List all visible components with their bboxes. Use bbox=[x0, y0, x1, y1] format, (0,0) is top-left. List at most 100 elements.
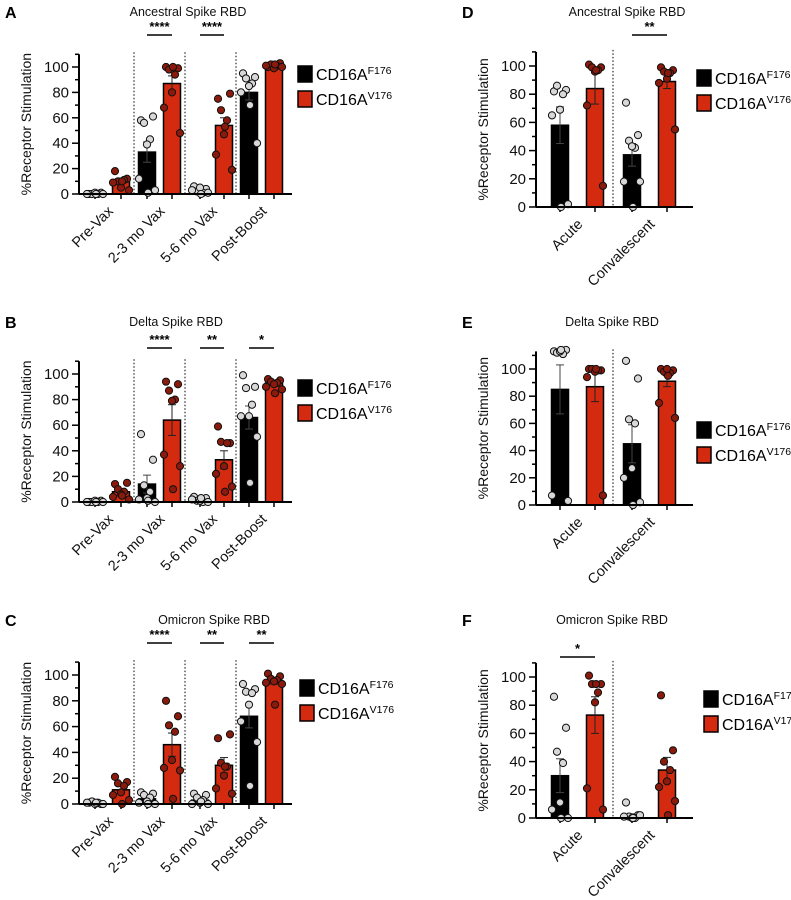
data-point bbox=[598, 181, 608, 190]
data-point bbox=[241, 74, 251, 83]
data-point bbox=[175, 128, 185, 138]
chart-title: Ancestral Spike RBD bbox=[130, 5, 247, 19]
significance-label: ** bbox=[644, 19, 655, 34]
legend-label-base: CD16A bbox=[316, 92, 368, 109]
data-point bbox=[238, 679, 248, 689]
data-point bbox=[159, 103, 169, 112]
panel-c: C Omicron Spike RBD 0 20 40 60 80 100 %Receptor … bbox=[5, 613, 394, 877]
data-point bbox=[145, 487, 155, 496]
bar bbox=[657, 80, 677, 208]
y-tick-label: 80 bbox=[52, 392, 69, 409]
legend-label-base: CD16A bbox=[316, 406, 368, 423]
panel-letter: A bbox=[5, 5, 17, 22]
data-point bbox=[213, 734, 223, 743]
data-point bbox=[167, 88, 177, 97]
legend-swatch bbox=[299, 679, 315, 697]
data-point bbox=[211, 469, 221, 478]
legend-swatch bbox=[297, 379, 313, 397]
data-point bbox=[654, 78, 664, 88]
legend-label-base: CD16A bbox=[722, 692, 774, 709]
y-axis-label: %Receptor Stimulation bbox=[18, 360, 34, 502]
legend-label-base: CD16A bbox=[715, 423, 767, 440]
legend-label: CD16AF176 bbox=[316, 379, 392, 398]
y-tick-label: 40 bbox=[52, 135, 69, 152]
chart-title: Delta Spike RBD bbox=[129, 315, 223, 329]
y-tick-label: 0 bbox=[61, 796, 69, 813]
panel-f: F Omicron Spike RBD 0 20 40 60 80 100 %Receptor … bbox=[462, 613, 791, 900]
legend-swatch bbox=[696, 94, 712, 112]
data-point bbox=[659, 757, 669, 766]
legend-label: CD16AV176 bbox=[715, 94, 791, 113]
data-point bbox=[269, 380, 279, 389]
data-point bbox=[216, 106, 226, 115]
data-point bbox=[598, 805, 608, 814]
x-tick-label: Pre-Vax bbox=[69, 203, 117, 251]
data-point bbox=[591, 66, 601, 75]
legend-item: CD16AF176 bbox=[297, 65, 392, 84]
y-tick-label: 60 bbox=[52, 110, 69, 127]
data-point bbox=[563, 496, 573, 506]
data-point bbox=[662, 777, 672, 786]
data-point bbox=[665, 765, 675, 775]
data-point bbox=[668, 746, 678, 755]
bar bbox=[162, 82, 182, 195]
x-tick-label: Pre-Vax bbox=[69, 813, 117, 861]
data-point bbox=[591, 679, 601, 689]
legend-label: CD16AF176 bbox=[316, 65, 392, 84]
data-point bbox=[168, 485, 178, 494]
legend-label: CD16AV176 bbox=[316, 404, 392, 423]
data-point bbox=[148, 455, 158, 464]
legend-item: CD16AF176 bbox=[703, 690, 791, 709]
x-tick-label: Convalescent bbox=[585, 217, 658, 290]
data-point bbox=[252, 432, 262, 441]
data-point bbox=[220, 762, 230, 771]
data-point bbox=[110, 167, 120, 176]
x-tick-label: Convalescent bbox=[585, 828, 658, 900]
y-tick-label: 0 bbox=[518, 497, 526, 514]
data-point bbox=[167, 756, 177, 765]
significance-label: * bbox=[259, 332, 265, 347]
legend-label-superscript: F176 bbox=[368, 379, 392, 391]
y-tick-label: 0 bbox=[61, 186, 69, 203]
data-point bbox=[663, 371, 673, 380]
data-point bbox=[150, 186, 160, 195]
bar bbox=[239, 715, 259, 805]
data-point bbox=[175, 462, 185, 471]
legend-label-superscript: V176 bbox=[767, 94, 791, 106]
y-axis-label: %Receptor Stimulation bbox=[475, 669, 491, 811]
y-tick-label: 60 bbox=[509, 415, 526, 432]
chart-title: Omicron Spike RBD bbox=[556, 613, 668, 627]
data-point bbox=[220, 122, 230, 131]
panel-d: D Ancestral Spike RBD 0 20 40 60 80 100 %Recepto… bbox=[462, 5, 791, 290]
data-point bbox=[245, 781, 255, 791]
y-tick-label: 80 bbox=[52, 84, 69, 101]
legend-label-base: CD16A bbox=[316, 67, 368, 84]
legend-swatch bbox=[703, 715, 719, 733]
y-axis-label: %Receptor Stimulation bbox=[18, 662, 34, 804]
legend-label-base: CD16A bbox=[715, 96, 767, 113]
data-point bbox=[247, 688, 257, 698]
y-tick-label: 0 bbox=[518, 810, 526, 827]
chart-title: Ancestral Spike RBD bbox=[569, 5, 686, 19]
data-point bbox=[593, 688, 603, 697]
data-point bbox=[236, 412, 246, 421]
y-tick-label: 80 bbox=[52, 693, 69, 710]
significance-label: ** bbox=[256, 627, 267, 642]
significance-label: ** bbox=[207, 332, 218, 347]
legend-swatch bbox=[696, 446, 712, 464]
y-tick-label: 100 bbox=[44, 59, 69, 76]
data-point bbox=[143, 496, 153, 505]
data-point bbox=[117, 177, 127, 186]
data-point bbox=[270, 700, 280, 709]
data-point bbox=[236, 717, 246, 726]
significance-label: **** bbox=[202, 19, 223, 34]
legend-label-base: CD16A bbox=[715, 448, 767, 465]
data-point bbox=[244, 412, 254, 421]
data-point bbox=[116, 788, 126, 797]
y-tick-label: 60 bbox=[52, 719, 69, 736]
legend-item: CD16AV176 bbox=[299, 704, 394, 723]
x-tick-label: Acute bbox=[549, 217, 587, 255]
data-point bbox=[547, 111, 557, 120]
data-point bbox=[170, 70, 180, 79]
